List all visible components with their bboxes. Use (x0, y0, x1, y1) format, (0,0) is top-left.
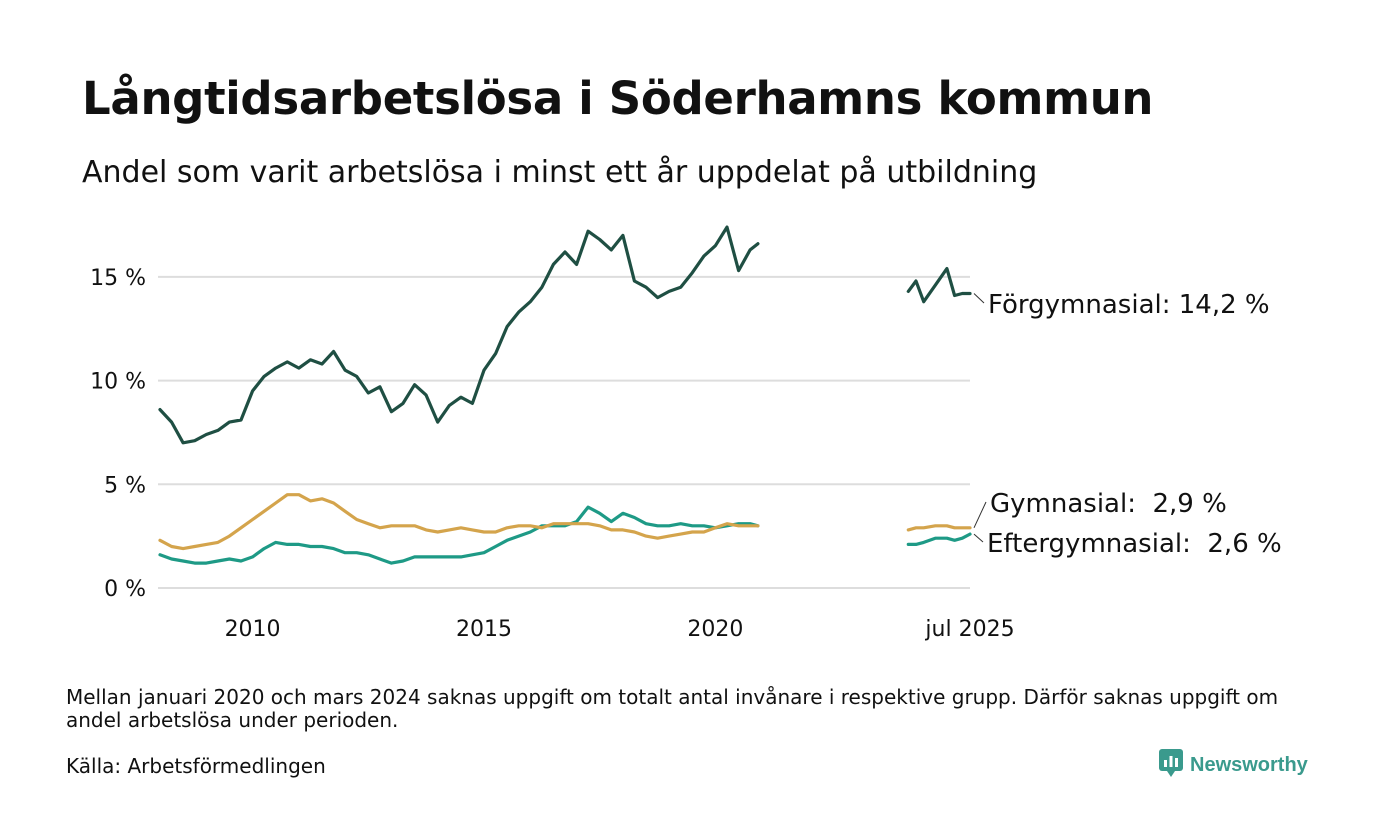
newsworthy-logo-icon (1158, 748, 1184, 782)
x-axis-ticks: 2010 2015 2020 jul 2025 (225, 617, 1015, 642)
chart-subtitle: Andel som varit arbetslösa i minst ett å… (82, 155, 1038, 190)
newsworthy-brand: Newsworthy (1158, 748, 1308, 782)
source-note: Källa: Arbetsförmedlingen (66, 754, 326, 778)
label-connector (973, 501, 987, 529)
label-connector (973, 533, 984, 543)
series-lines (158, 225, 972, 565)
series-label-gymnasial: Gymnasial: 2,9 % (990, 489, 1227, 519)
series-end-labels: Förgymnasial: 14,2 % Gymnasial: 2,9 % Efte… (973, 290, 1282, 559)
footnote: Mellan januari 2020 och mars 2024 saknas… (66, 685, 1279, 732)
chart-title: Långtidsarbetslösa i Söderhamns kommun (82, 72, 1154, 125)
series-line-förgymnasial (906, 267, 972, 304)
grid-lines (158, 275, 970, 589)
y-tick-label: 5 % (104, 473, 146, 498)
brand-name: Newsworthy (1190, 753, 1308, 776)
series-line-eftergymnasial (158, 505, 760, 565)
label-connector (973, 293, 985, 304)
line-chart: 0 % 5 % 10 % 15 % 2010 2015 2020 jul 2025 Förg… (90, 225, 1282, 642)
y-tick-label: 10 % (90, 370, 146, 395)
series-line-gymnasial (906, 524, 972, 532)
series-line-gymnasial (158, 493, 760, 551)
series-line-förgymnasial (158, 225, 760, 445)
series-label-förgymnasial: Förgymnasial: 14,2 % (988, 290, 1270, 320)
x-tick-label: 2010 (225, 617, 281, 642)
y-axis-ticks: 0 % 5 % 10 % 15 % (90, 266, 146, 602)
series-label-eftergymnasial: Eftergymnasial: 2,6 % (987, 529, 1282, 559)
x-tick-label: 2015 (456, 617, 512, 642)
series-line-eftergymnasial (906, 532, 972, 546)
y-tick-label: 15 % (90, 266, 146, 291)
x-tick-label: jul 2025 (924, 617, 1014, 642)
x-tick-label: 2020 (687, 617, 743, 642)
y-tick-label: 0 % (104, 577, 146, 602)
